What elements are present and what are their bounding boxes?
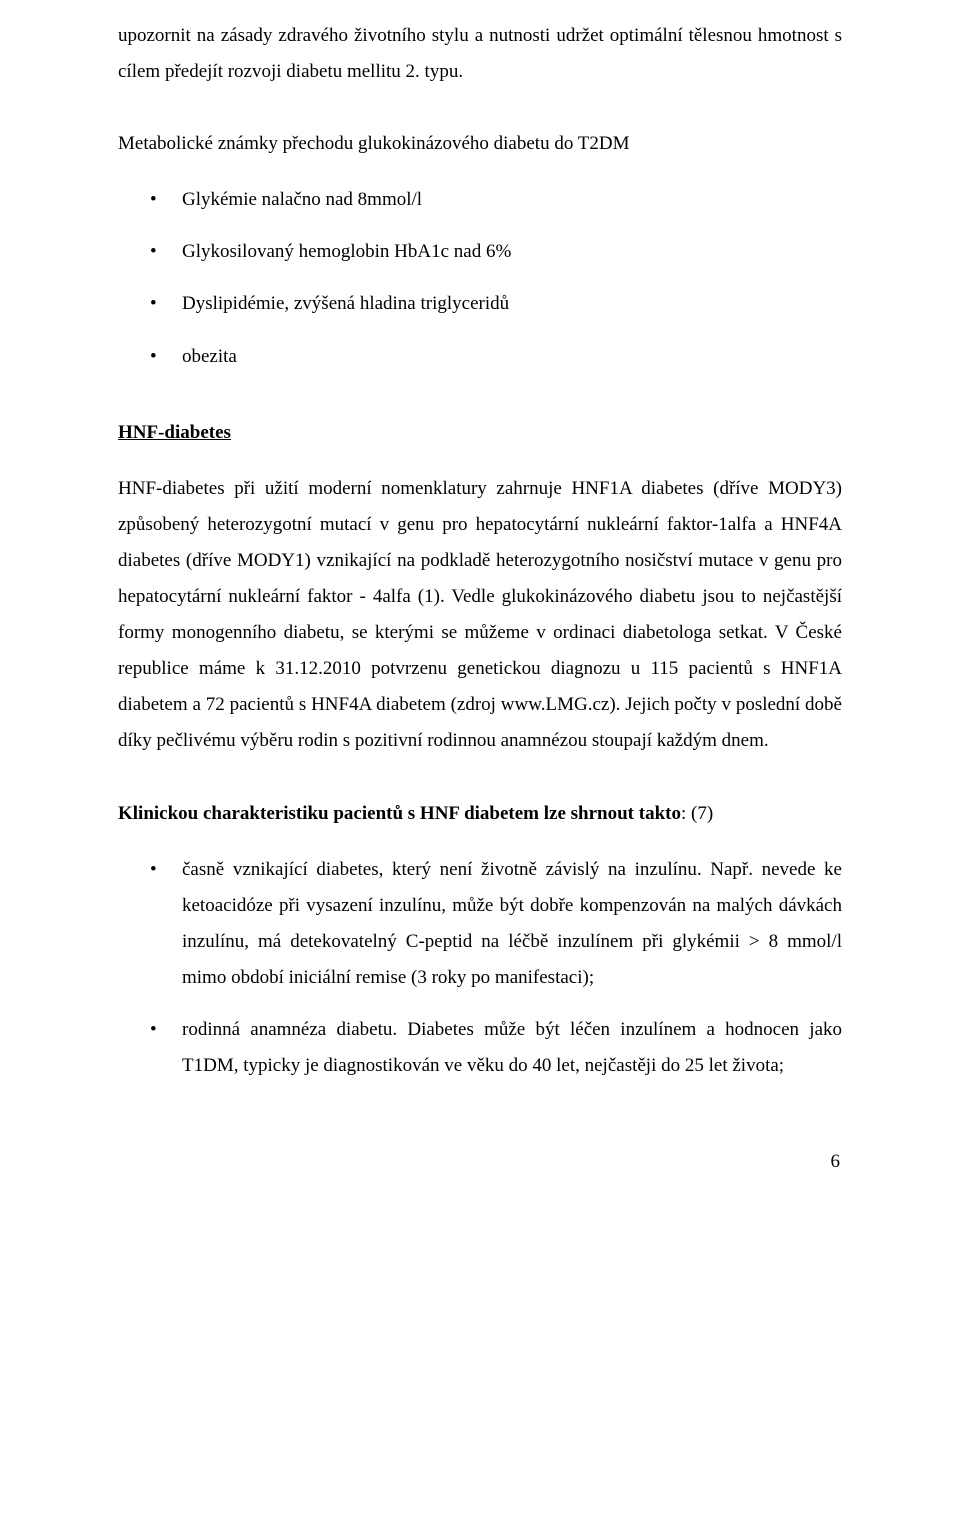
page-number: 6 [118,1144,842,1180]
clinical-list: časně vznikající diabetes, který není ži… [118,852,842,1085]
list-item: Glykémie nalačno nad 8mmol/l [150,182,842,218]
list-item: rodinná anamnéza diabetu. Diabetes může … [150,1012,842,1084]
clinical-heading-bold: Klinickou charakteristiku pacientů s HNF… [118,803,681,824]
hnf-heading: HNF-diabetes [118,415,842,451]
hnf-heading-text: HNF-diabetes [118,422,231,443]
clinical-heading-suffix: : (7) [681,803,713,824]
clinical-heading: Klinickou charakteristiku pacientů s HNF… [118,796,842,832]
list-item: obezita [150,339,842,375]
intro-paragraph: upozornit na zásady zdravého životního s… [118,18,842,90]
section1-list: Glykémie nalačno nad 8mmol/l Glykosilova… [118,182,842,374]
list-item: časně vznikající diabetes, který není ži… [150,852,842,996]
hnf-paragraph: HNF-diabetes při užití moderní nomenklat… [118,471,842,760]
list-item: Dyslipidémie, zvýšená hladina triglyceri… [150,286,842,322]
list-item: Glykosilovaný hemoglobin HbA1c nad 6% [150,234,842,270]
section1-heading: Metabolické známky přechodu glukokinázov… [118,126,842,162]
